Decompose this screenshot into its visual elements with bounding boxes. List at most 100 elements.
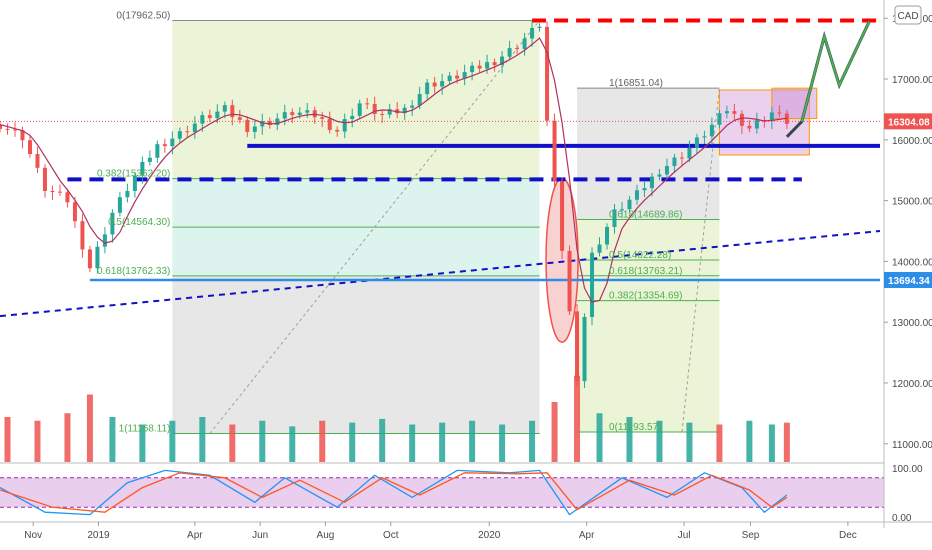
candle-body-82 xyxy=(612,209,617,227)
volume-bar-9 xyxy=(259,420,266,462)
candle-body-72 xyxy=(537,26,542,29)
price-badge-text-0: 16304.08 xyxy=(888,117,930,128)
price-badge-text-1: 13694.34 xyxy=(888,276,930,287)
volume-bar-17 xyxy=(499,424,506,462)
candle-body-47 xyxy=(350,115,355,120)
price-badge-bg-0 xyxy=(884,113,932,130)
candles xyxy=(0,20,871,388)
volume-bar-21 xyxy=(596,413,603,462)
candle-body-65 xyxy=(485,62,490,69)
fib-upper-zone-1 xyxy=(172,20,540,179)
candle-body-31 xyxy=(230,105,235,118)
candle-body-59 xyxy=(440,81,445,87)
volume-bar-2 xyxy=(64,413,71,462)
rising-trendline xyxy=(0,230,881,318)
stoch-k-line xyxy=(0,469,788,516)
candle-body-64 xyxy=(477,65,482,69)
candle-body-29 xyxy=(215,111,220,119)
candle-body-27 xyxy=(200,115,205,124)
candle-body-66 xyxy=(492,62,497,66)
candle-body-21 xyxy=(155,144,160,158)
candle-body-49 xyxy=(365,103,370,105)
candle-body-6 xyxy=(42,167,47,192)
time-tick-label-5: Oct xyxy=(383,530,399,541)
candle-body-94 xyxy=(702,136,707,138)
candle-body-83 xyxy=(619,209,624,211)
time-tick-label-9: Sep xyxy=(742,530,760,541)
time-tick-label-7: Apr xyxy=(579,530,595,541)
candle-body-46 xyxy=(342,119,347,132)
stoch-tick-label-1: 100.00 xyxy=(892,464,923,475)
fib-lower-label-1: 0.618(14689.86) xyxy=(609,209,682,220)
volume-bar-19 xyxy=(551,402,558,462)
candle-body-61 xyxy=(455,75,460,79)
volume-bar-18 xyxy=(529,420,536,462)
candle-body-74 xyxy=(552,120,557,182)
fib-upper-label-3: 0.618(13762.33) xyxy=(97,266,170,277)
fib-lower-zone-1 xyxy=(577,88,720,220)
candle-body-78 xyxy=(582,316,587,382)
fib-upper-label-2: 0.5(14564.30) xyxy=(108,217,170,228)
volume-bar-22 xyxy=(626,417,633,462)
candle-body-89 xyxy=(664,165,669,175)
volume-bar-13 xyxy=(379,418,386,462)
candle-body-98 xyxy=(732,111,737,114)
candle-body-37 xyxy=(275,118,280,125)
candle-body-71 xyxy=(530,28,535,39)
fib-lower-label-2: 0.5(14022.28) xyxy=(609,250,671,261)
candle-body-58 xyxy=(432,82,437,87)
volume-bars xyxy=(4,375,790,462)
fib-lower-zone-2 xyxy=(577,219,720,432)
candle-body-86 xyxy=(642,188,647,191)
candle-body-2 xyxy=(12,129,17,131)
candle-body-43 xyxy=(320,117,325,119)
candle-body-97 xyxy=(724,111,729,114)
candle-body-26 xyxy=(192,123,197,133)
time-tick-label-6: 2020 xyxy=(478,530,501,541)
volume-bar-10 xyxy=(289,426,296,462)
time-tick-label-0: Nov xyxy=(24,530,42,541)
volume-bar-20 xyxy=(574,375,581,462)
candle-body-19 xyxy=(140,161,145,176)
candle-body-18 xyxy=(132,175,137,192)
stoch-band xyxy=(0,477,884,508)
drawing-lines xyxy=(0,18,881,434)
drawing-shapes xyxy=(172,20,818,435)
candle-body-40 xyxy=(297,112,302,116)
candle-body-63 xyxy=(470,65,475,73)
candle-body-104 xyxy=(777,112,782,114)
candle-body-100 xyxy=(747,125,752,129)
price-tick-label-5: 16000.00 xyxy=(892,136,932,147)
currency-button[interactable]: CAD xyxy=(894,5,922,25)
candle-body-11 xyxy=(80,221,85,250)
fib-upper-label-0: 0(17962.50) xyxy=(116,11,170,22)
volume-bar-3 xyxy=(86,394,93,462)
volume-bar-16 xyxy=(469,420,476,462)
volume-bar-4 xyxy=(109,417,116,462)
candle-body-24 xyxy=(177,131,182,139)
volume-bar-7 xyxy=(199,417,206,462)
candle-body-28 xyxy=(207,115,212,119)
time-tick-label-4: Aug xyxy=(317,530,335,541)
candle-body-22 xyxy=(162,144,167,147)
candle-body-33 xyxy=(245,119,250,132)
candle-body-76 xyxy=(567,250,572,312)
candle-body-103 xyxy=(769,112,774,121)
candle-body-38 xyxy=(282,112,287,119)
candle-body-70 xyxy=(522,38,527,49)
price-tick-label-4: 15000.00 xyxy=(892,197,932,208)
currency-label: CAD xyxy=(897,11,918,22)
price-badges: 16304.08 13694.34 xyxy=(884,113,932,288)
fib-upper-label-4: 1(11168.11) xyxy=(119,424,171,435)
candle-body-45 xyxy=(335,129,340,132)
fib-lower-label-4: 0.382(13354.69) xyxy=(609,291,682,302)
stoch-d-line xyxy=(0,472,788,513)
candle-body-0 xyxy=(0,124,2,129)
candle-body-95 xyxy=(709,124,714,137)
candle-body-55 xyxy=(410,105,415,108)
candle-body-81 xyxy=(605,226,610,245)
volume-bar-24 xyxy=(686,422,693,462)
volume-bar-11 xyxy=(319,420,326,462)
candle-body-99 xyxy=(739,113,744,126)
